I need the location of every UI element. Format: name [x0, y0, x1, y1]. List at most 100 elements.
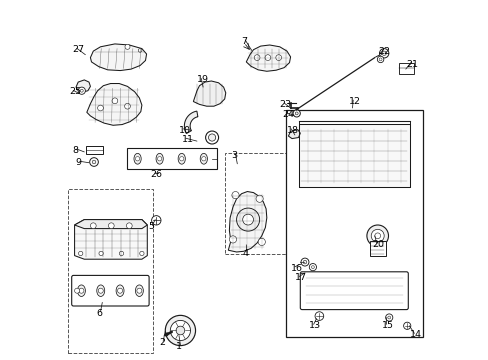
Circle shape	[301, 258, 308, 266]
Text: 22: 22	[378, 46, 389, 55]
Ellipse shape	[200, 153, 207, 164]
Circle shape	[309, 264, 316, 271]
Circle shape	[99, 251, 103, 256]
Circle shape	[314, 312, 323, 320]
Bar	[68, 189, 152, 353]
Ellipse shape	[77, 285, 85, 297]
Circle shape	[229, 236, 236, 243]
Circle shape	[292, 110, 300, 117]
Circle shape	[125, 44, 130, 49]
Text: 10: 10	[179, 126, 191, 135]
Text: 20: 20	[371, 240, 384, 249]
Text: 8: 8	[72, 146, 78, 155]
Circle shape	[170, 320, 190, 341]
Text: 23: 23	[279, 100, 291, 109]
Circle shape	[303, 260, 306, 264]
Text: 2: 2	[159, 338, 164, 347]
Bar	[285, 110, 422, 337]
Circle shape	[108, 223, 114, 229]
Text: 1: 1	[176, 342, 182, 351]
Circle shape	[80, 89, 83, 92]
Circle shape	[151, 216, 161, 225]
Polygon shape	[288, 130, 300, 139]
Circle shape	[138, 49, 142, 52]
Text: 18: 18	[286, 126, 298, 135]
Ellipse shape	[135, 285, 143, 297]
Text: 5: 5	[148, 222, 154, 231]
Text: 9: 9	[75, 158, 81, 167]
Circle shape	[135, 157, 140, 161]
Circle shape	[112, 98, 118, 104]
Circle shape	[208, 134, 215, 141]
Circle shape	[119, 251, 123, 256]
Text: 4: 4	[242, 249, 248, 258]
Circle shape	[75, 288, 80, 293]
Circle shape	[381, 51, 386, 55]
Ellipse shape	[178, 153, 185, 164]
Circle shape	[387, 316, 390, 319]
Circle shape	[205, 131, 218, 144]
Circle shape	[379, 49, 388, 58]
Circle shape	[242, 214, 253, 225]
Circle shape	[275, 55, 281, 60]
Bar	[127, 148, 217, 169]
Circle shape	[140, 251, 144, 256]
Circle shape	[311, 266, 314, 269]
Text: 12: 12	[348, 97, 360, 106]
Circle shape	[98, 288, 103, 293]
Polygon shape	[75, 220, 147, 229]
Circle shape	[231, 192, 239, 199]
Circle shape	[126, 223, 132, 229]
Polygon shape	[87, 84, 142, 125]
Circle shape	[176, 326, 184, 335]
Text: 7: 7	[241, 37, 246, 46]
FancyBboxPatch shape	[300, 272, 407, 310]
Text: 13: 13	[309, 321, 321, 330]
Circle shape	[179, 157, 183, 161]
Polygon shape	[75, 220, 147, 259]
Circle shape	[374, 233, 380, 239]
Polygon shape	[246, 45, 290, 71]
Circle shape	[117, 288, 122, 293]
Circle shape	[79, 251, 82, 256]
Polygon shape	[76, 80, 90, 93]
Circle shape	[90, 223, 96, 229]
Circle shape	[92, 160, 96, 164]
Text: 14: 14	[409, 330, 421, 339]
Circle shape	[98, 105, 103, 111]
Ellipse shape	[97, 285, 104, 297]
Circle shape	[403, 322, 410, 329]
Circle shape	[165, 315, 195, 346]
Circle shape	[264, 55, 270, 60]
Text: 19: 19	[197, 76, 208, 85]
Text: 21: 21	[406, 60, 418, 69]
Circle shape	[157, 157, 162, 161]
Bar	[86, 146, 103, 154]
Circle shape	[124, 103, 130, 109]
Circle shape	[78, 87, 85, 94]
Circle shape	[385, 314, 392, 321]
Ellipse shape	[116, 285, 124, 297]
Text: 6: 6	[96, 309, 102, 318]
Circle shape	[295, 112, 298, 115]
Text: 16: 16	[290, 264, 302, 273]
Text: 15: 15	[381, 321, 393, 330]
Polygon shape	[228, 192, 266, 252]
Circle shape	[366, 225, 387, 247]
Text: 11: 11	[181, 135, 193, 144]
Circle shape	[370, 229, 384, 242]
FancyBboxPatch shape	[72, 275, 149, 306]
Circle shape	[258, 238, 265, 246]
Bar	[224, 153, 285, 254]
Circle shape	[378, 58, 381, 61]
Polygon shape	[184, 111, 198, 134]
Text: 27: 27	[72, 45, 84, 54]
Text: 17: 17	[294, 274, 306, 282]
Circle shape	[79, 288, 84, 293]
Circle shape	[254, 55, 260, 60]
Ellipse shape	[134, 153, 141, 164]
Text: 24: 24	[282, 110, 294, 119]
Text: 3: 3	[231, 151, 237, 160]
Ellipse shape	[156, 153, 163, 164]
Circle shape	[201, 157, 205, 161]
